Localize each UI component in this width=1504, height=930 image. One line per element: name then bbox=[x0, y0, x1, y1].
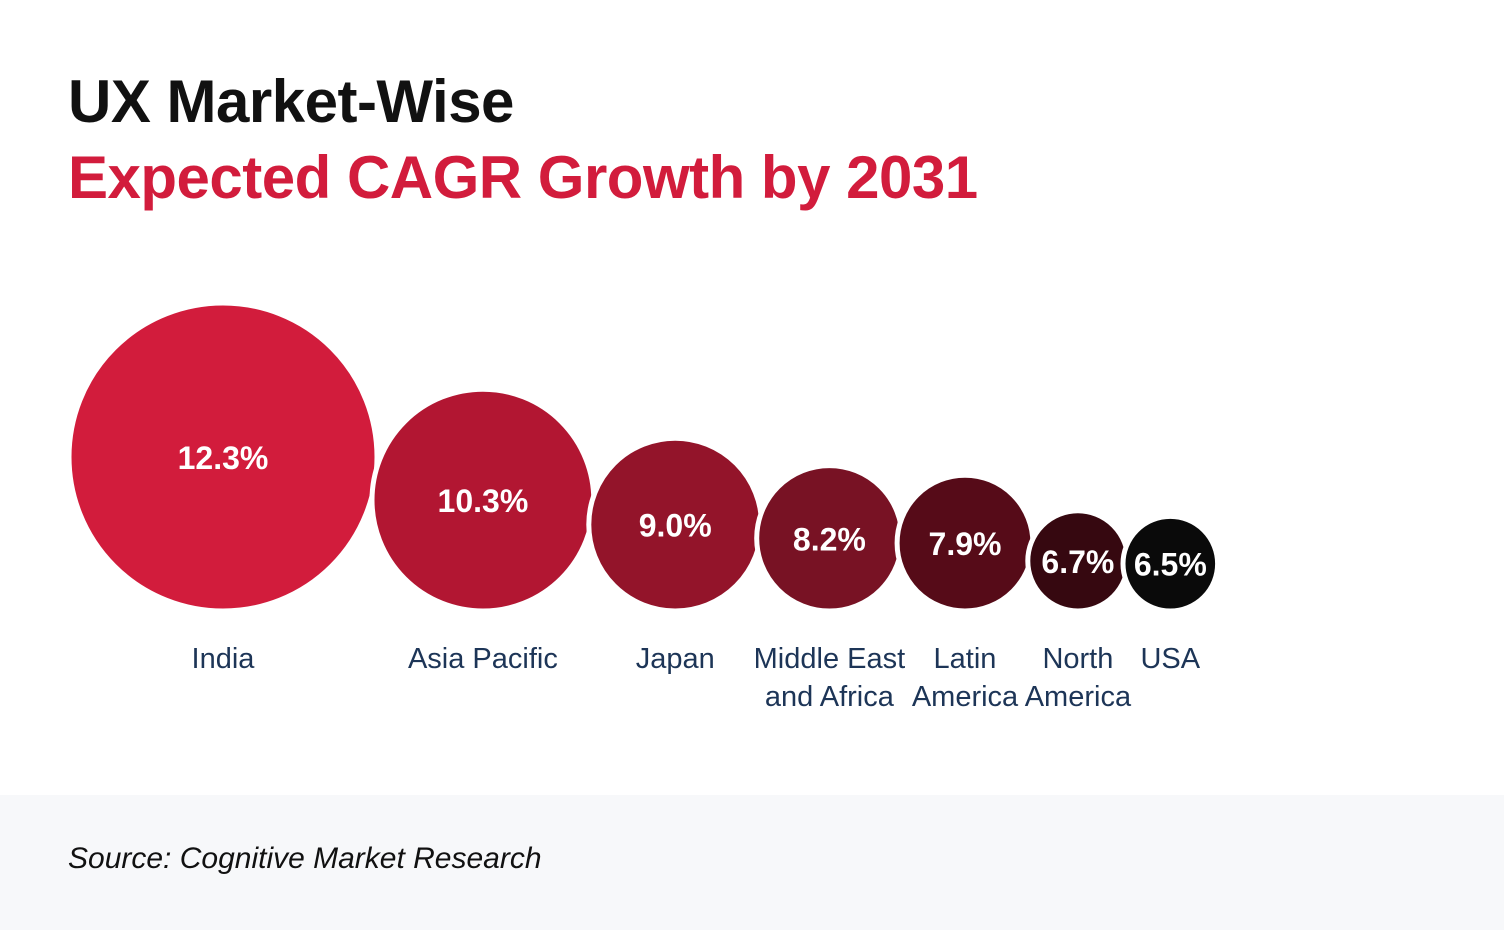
category-label: and Africa bbox=[765, 681, 895, 713]
value-label: 10.3% bbox=[438, 483, 529, 519]
value-label: 6.5% bbox=[1134, 547, 1207, 583]
bubble-chart: 12.3% India 10.3% Asia Pacific 9.0% Japan 8.2%… bbox=[66, 300, 1221, 713]
category-label: USA bbox=[1140, 643, 1200, 675]
source-note: Source: Cognitive Market Research bbox=[68, 842, 542, 875]
category-label: North bbox=[1042, 643, 1113, 675]
value-label: 8.2% bbox=[793, 521, 866, 557]
value-label: 6.7% bbox=[1041, 544, 1114, 580]
value-label: 9.0% bbox=[639, 508, 712, 544]
category-label: America bbox=[1025, 681, 1132, 713]
value-label: 7.9% bbox=[929, 526, 1002, 562]
bubble-india bbox=[66, 300, 380, 614]
chart-title-line1: UX Market-Wise bbox=[68, 68, 514, 135]
category-label: America bbox=[912, 681, 1019, 713]
footer: Source: Cognitive Market Research bbox=[0, 795, 1504, 930]
chart-title-line2: Expected CAGR Growth by 2031 bbox=[68, 144, 978, 211]
value-label: 12.3% bbox=[178, 440, 269, 476]
bubble-usa bbox=[1120, 513, 1221, 614]
category-label: Japan bbox=[636, 643, 715, 675]
category-label: Latin bbox=[934, 643, 997, 675]
category-label: Middle East bbox=[754, 643, 906, 675]
category-label: India bbox=[192, 643, 256, 675]
category-label: Asia Pacific bbox=[408, 643, 558, 675]
